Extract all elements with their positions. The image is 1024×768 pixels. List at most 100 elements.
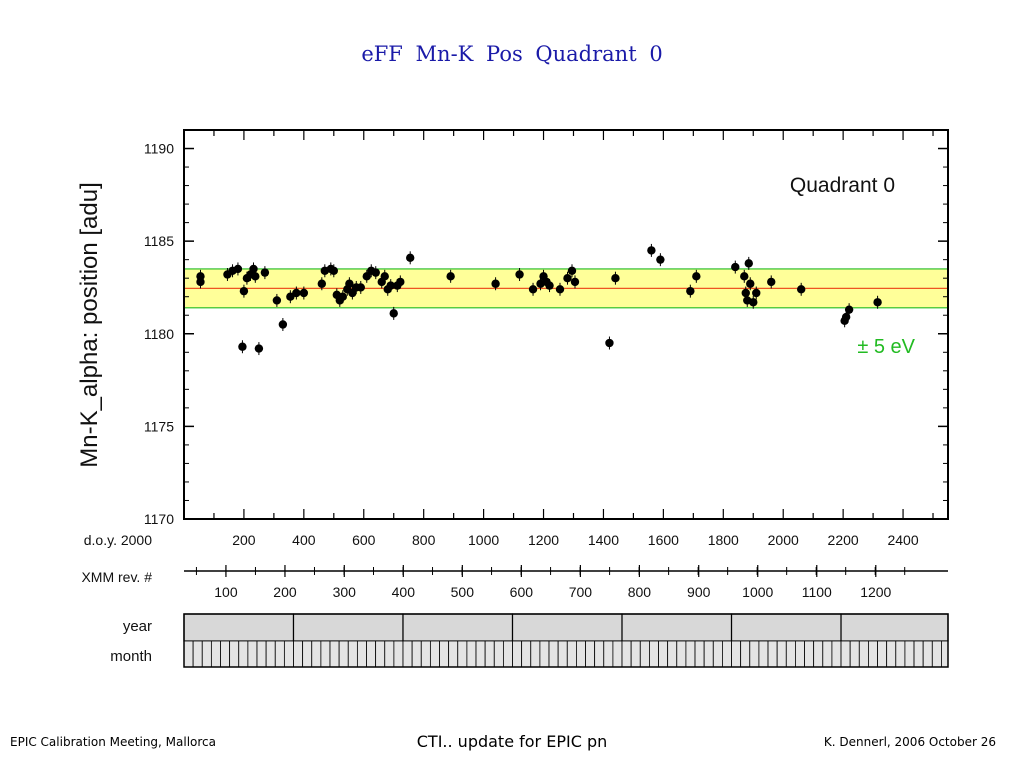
footer-center: CTI.. update for EPIC pn (416, 732, 608, 751)
month-cell (758, 640, 769, 668)
month-cell (904, 640, 915, 668)
month-cell (393, 640, 404, 668)
x-tick-label: 1000 (468, 532, 499, 548)
month-cell (603, 640, 614, 668)
month-cell (220, 640, 231, 668)
month-cell (649, 640, 659, 668)
data-point (744, 259, 753, 268)
month-cell (895, 640, 906, 668)
rev-tick-label: 700 (569, 584, 593, 600)
month-cell (530, 640, 541, 668)
month-cell (776, 640, 787, 668)
rev-axis-label: XMM rev. # (81, 569, 152, 585)
year-month-frame (183, 613, 949, 668)
month-cell (329, 640, 340, 668)
rev-tick-label: 200 (273, 584, 297, 600)
x-tick-label: 400 (292, 532, 316, 548)
month-cell (484, 640, 495, 668)
month-cell (293, 640, 304, 668)
month-cell (694, 640, 705, 668)
data-point (272, 296, 282, 305)
month-cell (512, 640, 523, 668)
data-point (238, 342, 247, 351)
data-point (555, 285, 565, 294)
data-point (605, 338, 614, 348)
data-point (345, 279, 354, 288)
year-cell (840, 613, 949, 642)
rev-tick-label: 1200 (860, 584, 891, 600)
month-cell (822, 640, 833, 668)
rev-tick-label: 100 (214, 584, 238, 600)
data-point (249, 264, 258, 274)
data-point (844, 305, 854, 314)
month-cell (575, 640, 586, 668)
month-cell (877, 640, 888, 668)
month-cell (831, 640, 842, 668)
data-point (386, 281, 395, 290)
plot-area (184, 130, 948, 519)
data-point (389, 309, 398, 318)
data-point (329, 266, 339, 275)
footer-left: EPIC Calibration Meeting, Mallorca (10, 735, 217, 749)
month-cell (612, 640, 623, 668)
data-point (406, 253, 415, 263)
month-cell (439, 640, 450, 668)
month-cell (539, 640, 550, 668)
month-cell (457, 640, 468, 668)
x-tick-label: 600 (352, 532, 376, 548)
month-cell (283, 640, 294, 668)
month-cell (448, 640, 459, 668)
data-point (380, 272, 389, 281)
rev-tick-label: 1000 (742, 584, 773, 600)
month-cell (813, 640, 824, 668)
rev-tick-label: 500 (451, 584, 475, 600)
month-cell (192, 640, 203, 668)
month-cell (338, 640, 349, 668)
month-cell (429, 640, 440, 668)
y-tick-label: 1170 (144, 511, 174, 527)
data-point (740, 272, 749, 281)
month-cell (676, 640, 687, 668)
y-tick-label: 1190 (144, 141, 174, 157)
data-point (239, 286, 249, 296)
month-cell (210, 640, 221, 668)
month-cell (466, 640, 477, 668)
month-axis-label: month (110, 648, 152, 665)
data-point (515, 270, 524, 279)
data-point (362, 272, 371, 281)
x-tick-label: 200 (232, 532, 256, 548)
x-tick-label: 2000 (768, 532, 799, 548)
data-point (278, 320, 288, 329)
month-cell (566, 640, 577, 668)
month-cell (493, 640, 504, 668)
data-point (317, 279, 327, 288)
footer-right: K. Dennerl, 2006 October 26 (823, 735, 996, 749)
x-tick-label: 800 (412, 532, 436, 548)
chart: 1170 1175 1180 1185 1190 Mn-K_alpha: position… (76, 129, 949, 668)
x-tick-label: 1800 (708, 532, 739, 548)
data-point (356, 283, 365, 292)
month-cell (858, 640, 869, 668)
data-point (567, 266, 577, 275)
data-point (251, 272, 260, 281)
month-cell (722, 640, 732, 668)
data-point (841, 312, 851, 322)
month-cell (767, 640, 778, 668)
year-axis-label: year (123, 618, 152, 635)
month-cell (384, 640, 395, 668)
data-point (196, 272, 205, 281)
data-point (656, 255, 665, 264)
month-cell (868, 640, 878, 668)
month-cell (302, 640, 313, 668)
data-point (396, 277, 405, 287)
month-cell (931, 640, 942, 668)
month-cell (685, 640, 696, 668)
month-cell (183, 640, 194, 668)
month-cell (411, 640, 422, 668)
data-point (545, 281, 554, 290)
y-tick-label: 1185 (144, 233, 174, 249)
rev-tick-label: 900 (687, 584, 711, 600)
x-tick-label: 1600 (648, 532, 679, 548)
month-cell (375, 640, 386, 668)
month-cell (740, 640, 751, 668)
